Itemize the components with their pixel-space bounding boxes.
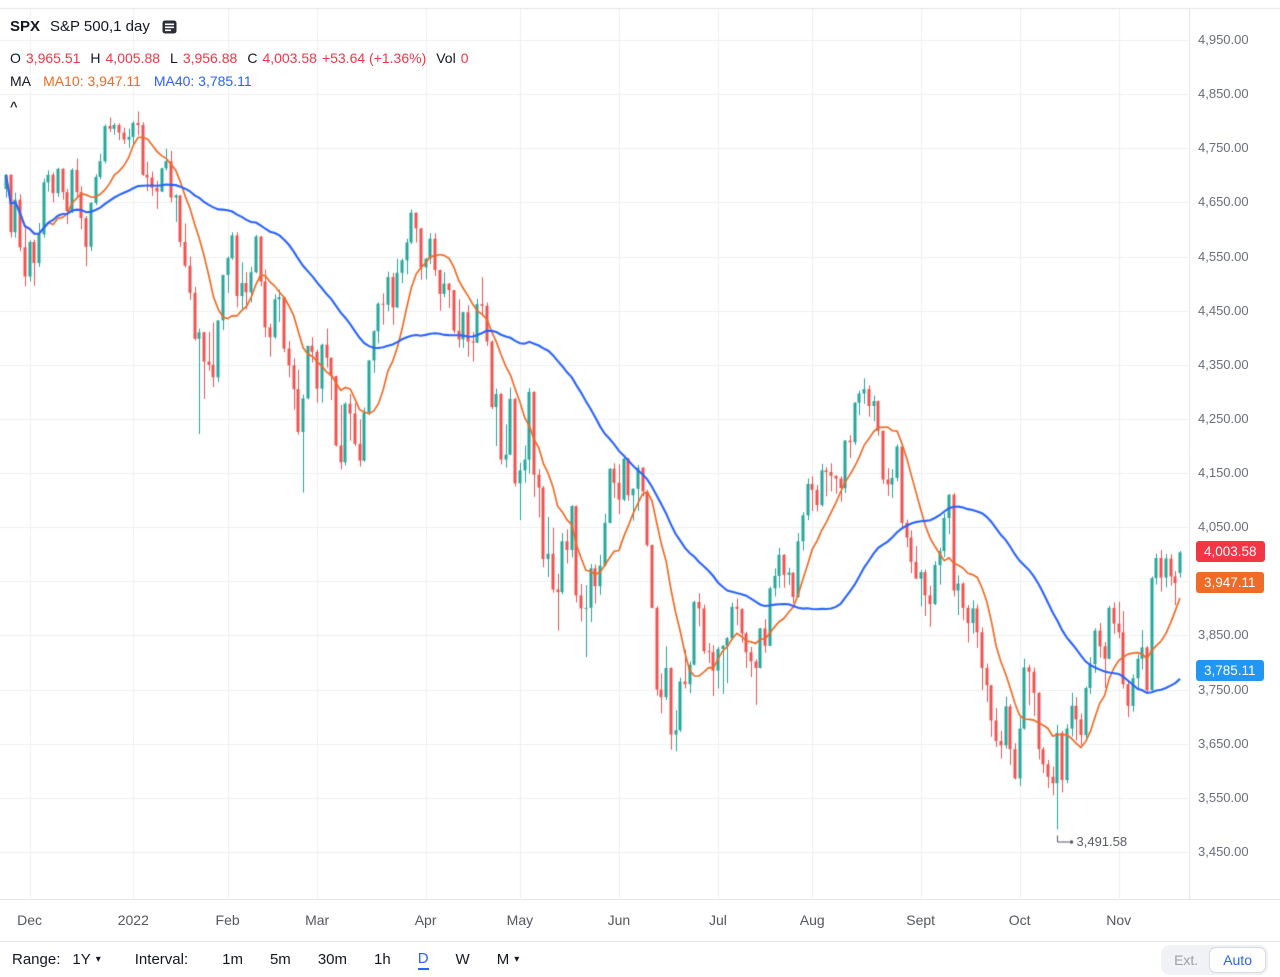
- time-tick-label-apr: Apr: [414, 912, 437, 928]
- interval-w-button[interactable]: W: [455, 951, 470, 968]
- time-tick-label-jul: Jul: [708, 912, 727, 928]
- price-tick-label: 4,250.00: [1198, 410, 1249, 426]
- price-tick-label: 4,550.00: [1198, 248, 1249, 264]
- low-value: 3,956.88: [182, 50, 238, 66]
- symbol-description: S&P 500,1 day: [50, 18, 150, 35]
- ma40-price-badge: 3,785.11: [1196, 659, 1264, 681]
- price-tick-label: 3,550.00: [1198, 789, 1249, 805]
- price-tick-label: 4,450.00: [1198, 302, 1249, 318]
- ma40-value: MA40: 3,785.11: [153, 73, 252, 89]
- high-label: H: [90, 50, 101, 66]
- ohlc-summary-icon[interactable]: [162, 20, 177, 34]
- high-value: 4,005.88: [105, 50, 161, 66]
- price-tick-label: 4,750.00: [1198, 140, 1249, 156]
- interval-d-button[interactable]: D: [417, 950, 429, 970]
- price-tick-label: 3,850.00: [1198, 627, 1249, 643]
- low-annotation-label: 3,491.58: [1076, 834, 1128, 850]
- time-tick-label-sept: Sept: [906, 912, 936, 928]
- interval-m-button[interactable]: M ▾: [496, 951, 520, 968]
- time-tick-label-feb: Feb: [215, 912, 240, 928]
- chart-legend: SPX S&P 500,1 day O 3,965.51 H 4,005.88 …: [10, 18, 469, 114]
- price-axis[interactable]: 4,950.00 4,850.00 4,750.00 4,650.00 4,550.00…: [1189, 8, 1280, 899]
- time-tick-label-2022: 2022: [117, 912, 149, 928]
- time-tick-label-may: May: [506, 912, 534, 928]
- legend-collapse-icon[interactable]: ^: [10, 99, 18, 114]
- low-label: L: [170, 50, 178, 66]
- ext-button[interactable]: Ext.: [1163, 948, 1209, 972]
- price-tick-label: 4,650.00: [1198, 194, 1249, 210]
- session-toggle: Ext. Auto: [1161, 944, 1268, 975]
- candlestick-chart-canvas[interactable]: [0, 0, 1280, 899]
- interval-label: Interval:: [134, 951, 189, 968]
- ma10-price-badge: 3,947.11: [1196, 571, 1264, 593]
- interval-5m-button[interactable]: 5m: [269, 951, 291, 968]
- ma-values-row: MA MA10: 3,947.11 MA40: 3,785.11: [10, 73, 469, 89]
- auto-button[interactable]: Auto: [1209, 946, 1266, 973]
- close-value: 4,003.58: [262, 50, 317, 66]
- time-tick-label-nov: Nov: [1106, 912, 1132, 928]
- close-label: C: [247, 50, 258, 66]
- price-tick-label: 4,050.00: [1198, 519, 1249, 535]
- chart-toolbar: Range: 1Y ▾ Interval: 1m 5m 30m 1h D W M ▾ Ext.…: [0, 941, 1280, 977]
- symbol-row: SPX S&P 500,1 day: [10, 18, 469, 35]
- caret-down-icon: ▾: [95, 954, 101, 965]
- time-tick-label-mar: Mar: [305, 912, 330, 928]
- time-axis[interactable]: Dec 2022 Feb Mar Apr May Jun Jul Aug Sept Oct Nov: [0, 899, 1280, 942]
- interval-1m-button[interactable]: 1m: [222, 951, 243, 968]
- price-tick-label: 3,450.00: [1198, 844, 1249, 859]
- time-tick-label-dec: Dec: [17, 912, 43, 928]
- volume-label: Vol: [436, 50, 456, 66]
- price-tick-label: 3,750.00: [1198, 681, 1249, 697]
- price-tick-label: 4,850.00: [1198, 86, 1249, 102]
- time-tick-label-jun: Jun: [607, 912, 631, 928]
- range-select[interactable]: 1Y ▾: [72, 951, 100, 968]
- price-tick-label: 3,650.00: [1198, 735, 1249, 751]
- open-label: O: [10, 50, 21, 66]
- volume-value: 0: [460, 50, 469, 66]
- caret-down-icon: ▾: [514, 954, 520, 965]
- price-tick-label: 4,150.00: [1198, 465, 1249, 481]
- time-tick-label-oct: Oct: [1008, 912, 1031, 928]
- time-tick-label-aug: Aug: [799, 912, 825, 928]
- range-label: Range:: [12, 951, 61, 968]
- ohlc-values-row: O 3,965.51 H 4,005.88 L 3,956.88 C 4,003…: [10, 50, 469, 66]
- price-tick-label: 4,350.00: [1198, 356, 1249, 372]
- range-value: 1Y: [72, 951, 91, 968]
- last-price-badge: 4,003.58: [1196, 541, 1265, 563]
- change-value: +53.64 (+1.36%): [321, 50, 427, 66]
- price-tick-label: 4,950.00: [1198, 32, 1249, 47]
- interval-buttons: 1m 5m 30m 1h D W M ▾: [222, 950, 519, 970]
- ma-label: MA: [10, 73, 31, 89]
- ma10-value: MA10: 3,947.11: [43, 73, 141, 89]
- interval-1h-button[interactable]: 1h: [374, 951, 391, 968]
- open-value: 3,965.51: [25, 50, 81, 66]
- interval-30m-button[interactable]: 30m: [317, 951, 347, 968]
- symbol-ticker[interactable]: SPX: [10, 18, 41, 35]
